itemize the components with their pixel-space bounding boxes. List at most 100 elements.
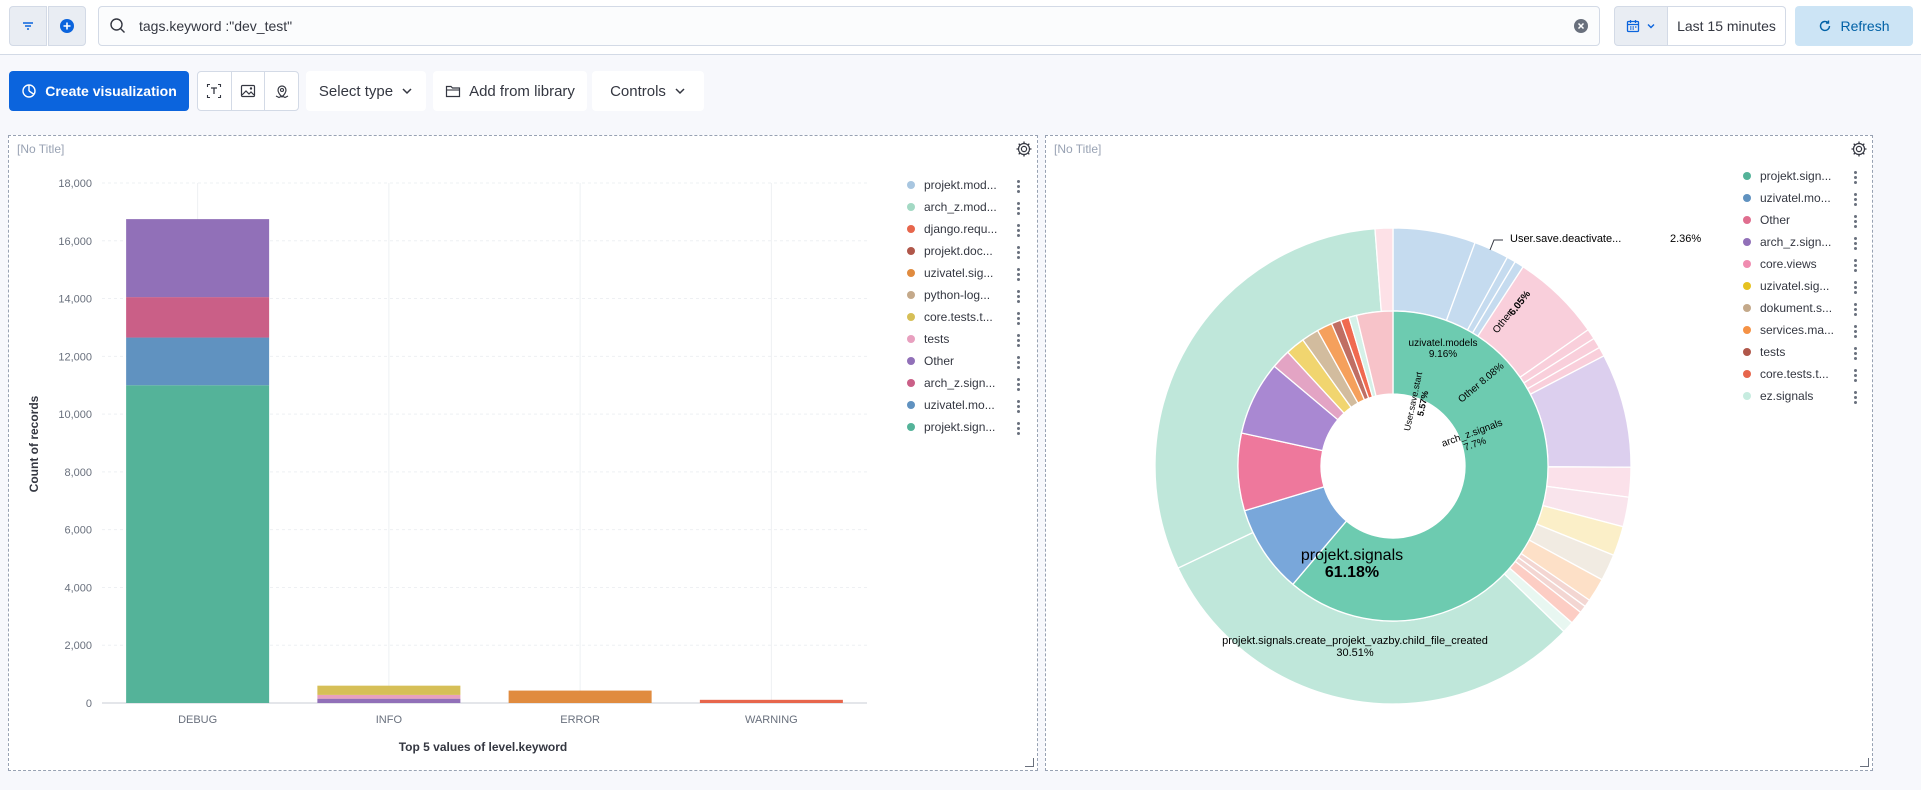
resize-handle[interactable]	[1860, 758, 1869, 767]
legend-options-icon[interactable]	[1854, 391, 1858, 406]
chevron-down-icon	[402, 88, 412, 95]
legend-item[interactable]: python-log...	[907, 288, 990, 302]
bar-segment[interactable]	[508, 690, 652, 703]
date-range-display[interactable]: Last 15 minutes	[1668, 6, 1786, 46]
legend-item[interactable]: core.views	[1743, 257, 1817, 271]
legend-swatch	[907, 225, 915, 233]
legend-item[interactable]: projekt.sign...	[907, 420, 995, 434]
legend-item[interactable]: core.tests.t...	[907, 310, 993, 324]
panel-title: [No Title]	[1054, 142, 1102, 156]
legend-item[interactable]: services.ma...	[1743, 323, 1834, 337]
bar-segment[interactable]	[699, 699, 843, 703]
legend-options-icon[interactable]	[1017, 400, 1021, 415]
donut-chart: User.save.start5.57%User.save.deactivate…	[1154, 227, 1701, 705]
legend-swatch	[1743, 172, 1751, 180]
legend-options-icon[interactable]	[1854, 303, 1858, 318]
quick-date-button[interactable]	[1614, 6, 1668, 46]
filter-icon	[23, 22, 33, 30]
search-input[interactable]: tags.keyword :"dev_test"	[98, 6, 1600, 46]
bar-segment[interactable]	[126, 219, 270, 298]
legend-swatch	[1743, 260, 1751, 268]
bar-segment[interactable]	[317, 685, 461, 695]
slice-label: uzivatel.models	[1409, 338, 1478, 349]
legend-item[interactable]: uzivatel.sig...	[907, 266, 993, 280]
legend-item[interactable]: projekt.mod...	[907, 178, 997, 192]
legend-item[interactable]: uzivatel.mo...	[1743, 191, 1831, 205]
add-from-library-button[interactable]: Add from library	[433, 71, 587, 111]
inner-slice[interactable]	[1291, 310, 1549, 622]
legend-options-icon[interactable]	[1017, 202, 1021, 217]
legend-options-icon[interactable]	[1854, 325, 1858, 340]
legend-options-icon[interactable]	[1854, 215, 1858, 230]
add-filter-button[interactable]	[48, 6, 86, 46]
inner-slice[interactable]	[1355, 310, 1394, 397]
gear-icon[interactable]	[1850, 140, 1868, 158]
legend-options-icon[interactable]	[1854, 171, 1858, 186]
legend-item[interactable]: arch_z.mod...	[907, 200, 997, 214]
legend-swatch	[907, 357, 915, 365]
legend-swatch	[1743, 216, 1751, 224]
y-tick-label: 10,000	[58, 409, 92, 421]
legend-item[interactable]: projekt.sign...	[1743, 169, 1831, 183]
legend-options-icon[interactable]	[1017, 356, 1021, 371]
add-image-button[interactable]	[232, 72, 266, 110]
legend-item[interactable]: projekt.doc...	[907, 244, 993, 258]
legend-item[interactable]: tests	[1743, 345, 1785, 359]
gear-icon[interactable]	[1015, 140, 1033, 158]
legend-options-icon[interactable]	[1017, 180, 1021, 195]
legend-item[interactable]: uzivatel.sig...	[1743, 279, 1829, 293]
legend-swatch	[1743, 348, 1751, 356]
legend-options-icon[interactable]	[1017, 268, 1021, 283]
legend-item[interactable]: tests	[907, 332, 949, 346]
bar-segment[interactable]	[126, 385, 270, 703]
legend-options-icon[interactable]	[1854, 347, 1858, 362]
filter-menu-button[interactable]	[9, 6, 47, 46]
legend-item[interactable]: django.requ...	[907, 222, 997, 236]
controls-button[interactable]: Controls	[592, 71, 704, 111]
y-tick-label: 4,000	[64, 582, 92, 594]
x-tick-label: WARNING	[745, 714, 798, 726]
legend-swatch	[1743, 194, 1751, 202]
legend-options-icon[interactable]	[1017, 334, 1021, 349]
legend-item[interactable]: arch_z.sign...	[907, 376, 995, 390]
legend-options-icon[interactable]	[1854, 369, 1858, 384]
legend-item[interactable]: arch_z.sign...	[1743, 235, 1831, 249]
legend-swatch	[907, 247, 915, 255]
resize-handle[interactable]	[1025, 758, 1034, 767]
legend-options-icon[interactable]	[1854, 193, 1858, 208]
legend-item[interactable]: Other	[1743, 213, 1790, 227]
legend-options-icon[interactable]	[1017, 290, 1021, 305]
clear-icon[interactable]	[1573, 18, 1589, 34]
legend-options-icon[interactable]	[1854, 259, 1858, 274]
legend-item[interactable]: uzivatel.mo...	[907, 398, 995, 412]
add-text-button[interactable]	[198, 72, 232, 110]
bar-segment[interactable]	[317, 694, 461, 699]
refresh-icon	[1820, 20, 1831, 32]
legend-options-icon[interactable]	[1017, 378, 1021, 393]
refresh-button[interactable]: Refresh	[1795, 6, 1913, 46]
legend-label: arch_z.sign...	[1760, 235, 1832, 249]
create-visualization-button[interactable]: Create visualization	[9, 71, 189, 111]
legend-label: tests	[924, 332, 950, 346]
legend-label: core.tests.t...	[924, 310, 993, 324]
legend-item[interactable]: core.tests.t...	[1743, 367, 1829, 381]
bar-segment[interactable]	[126, 337, 270, 386]
bar-segment[interactable]	[126, 297, 270, 338]
legend-item[interactable]: Other	[907, 354, 954, 368]
slice-label: projekt.signals	[1301, 547, 1403, 564]
refresh-label: Refresh	[1840, 18, 1890, 34]
bar-chart: 0 2,000 4,000 6,000 8,000 10,000 12,000 14,000 1…	[27, 178, 867, 754]
legend-options-icon[interactable]	[1854, 281, 1858, 296]
x-axis-title: Top 5 values of level.keyword	[399, 740, 568, 754]
legend-options-icon[interactable]	[1854, 237, 1858, 252]
legend-options-icon[interactable]	[1017, 312, 1021, 327]
select-type-button[interactable]: Select type	[306, 71, 426, 111]
legend-item[interactable]: ez.signals	[1743, 389, 1813, 403]
legend-options-icon[interactable]	[1017, 224, 1021, 239]
legend-item[interactable]: dokument.s...	[1743, 301, 1832, 315]
legend-options-icon[interactable]	[1017, 246, 1021, 261]
legend-options-icon[interactable]	[1017, 422, 1021, 437]
bar-segment[interactable]	[317, 698, 461, 703]
slice-label: User.save.deactivate...	[1510, 233, 1621, 245]
add-map-button[interactable]	[265, 72, 298, 110]
